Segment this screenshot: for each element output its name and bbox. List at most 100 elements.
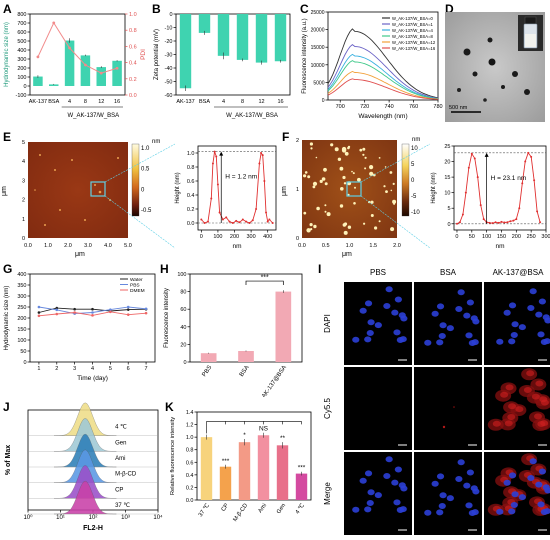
afm-f-colorbar-tick: -10 (411, 210, 420, 216)
h-ytick-label: 80 (180, 290, 186, 296)
k-xtick-label: M-β-CD (233, 503, 250, 523)
j-series-label: 4 ℃ (115, 425, 127, 431)
b-ylabel: Zeta potential (mV) (154, 29, 160, 80)
f-profile-point (467, 166, 470, 169)
afm-f-particle (310, 147, 313, 150)
afm-f-particle (354, 186, 356, 189)
confocal-tile (344, 282, 412, 365)
b-ytick-label: -30 (165, 53, 173, 59)
e-profile-point (218, 211, 221, 214)
c-legend-label: W_AK-137/W_BSA=4 (392, 28, 434, 33)
c-ytick-label: 0 (322, 98, 325, 104)
cy55-signal (500, 391, 509, 398)
confocal-tile-bg (414, 452, 482, 535)
dapi-nucleus (535, 481, 543, 488)
k-ytick-label: 0.8 (186, 448, 194, 454)
f-profile-point (488, 221, 491, 224)
a-pdi-point (36, 55, 40, 59)
f-profile-point (506, 221, 509, 224)
a-y2tick-label: 0.2 (129, 77, 137, 83)
dapi-nucleus (457, 459, 465, 466)
cy55-signal (531, 393, 540, 400)
k-bar (238, 442, 251, 500)
g-series-point (144, 307, 148, 311)
confocal-col-label: AK-137@BSA (493, 268, 544, 277)
tem-micrograph: 500 nm (445, 12, 545, 122)
g-xtick-label: 2 (55, 366, 58, 372)
afm-f-particle (343, 182, 347, 185)
afm-f-xtick-label: 0.0 (298, 243, 306, 249)
afm-f-colorbar-tick: 0 (411, 178, 415, 184)
dapi-nucleus (466, 299, 474, 306)
dapi-nucleus (468, 339, 476, 346)
j-xtick-label: 10⁴ (153, 514, 163, 521)
f-ytick-label: 0 (447, 222, 450, 228)
a-group-label: W_AK-137/W_BSA (67, 113, 119, 119)
c-ytick-label: 25000 (311, 10, 325, 16)
b-ytick-label: -20 (165, 39, 173, 45)
dapi-nucleus (396, 336, 404, 343)
k-bar (257, 435, 270, 500)
dapi-nucleus (463, 312, 471, 319)
g-series-point (144, 311, 148, 315)
a-xtick-label: 8 (84, 99, 87, 105)
dapi-nucleus (366, 500, 374, 507)
panel-label-d: D (445, 2, 454, 16)
afm-f-xlabel: μm (342, 251, 352, 258)
afm-f-zoom-box (346, 181, 362, 197)
cy55-signal (540, 399, 549, 406)
afm-map-e: nm 1.00.50-0.5 0.0 1.0 2.0 3.0 4.0 5.0012345 … (1, 139, 175, 258)
e-profile-point (261, 154, 264, 157)
dapi-nucleus (511, 321, 519, 328)
afm-f-particle (310, 228, 313, 231)
c-ytick-label: 5000 (313, 80, 324, 86)
c-series-line (327, 28, 439, 99)
e-ytick-label: 1.0 (187, 151, 195, 157)
afm-f-particle (363, 222, 366, 225)
confocal-tile (414, 282, 482, 365)
h-xtick-label: AK-137@BSA (261, 365, 288, 397)
cy55-signal (453, 406, 455, 408)
b-xtick-label: 8 (241, 99, 244, 105)
dapi-nucleus (385, 286, 393, 293)
confocal-images: PBS BSA AK-137@BSA DAPI Cy5.5 Merge (323, 268, 550, 535)
dapi-nucleus (438, 333, 446, 340)
afm-f-particle (303, 174, 307, 178)
afm-e-xtick-label: 0.0 (24, 243, 32, 249)
afm-f-particle (390, 189, 393, 192)
e-xtick-label: 200 (230, 234, 239, 240)
f-ytick-label: 25 (444, 144, 450, 150)
a-ytick-label: 100 (17, 75, 26, 81)
dapi-nucleus (544, 487, 550, 494)
j-histogram (54, 480, 117, 515)
afm-f-particle (309, 142, 313, 146)
g-series-point (37, 314, 41, 318)
b-xtick-label: 12 (258, 99, 264, 105)
e-profile-point (210, 197, 213, 200)
g-series-point (126, 308, 130, 311)
k-xtick-label: 4 ℃ (295, 502, 307, 515)
afm-e-ylabel: μm (1, 186, 8, 196)
dapi-nucleus (510, 502, 518, 509)
h-bar (275, 291, 292, 362)
f-xtick-label: 0 (455, 234, 458, 240)
e-profile-line (200, 151, 274, 224)
f-profile-point (527, 151, 530, 154)
e-xtick-label: 300 (247, 234, 256, 240)
afm-f-particle (342, 223, 347, 227)
dapi-nucleus (424, 339, 432, 346)
h-sig-label: *** (261, 275, 269, 282)
b-bar (274, 14, 287, 62)
confocal-tile (344, 452, 412, 535)
dapi-nucleus (535, 311, 543, 318)
afm-f-particle (384, 166, 387, 168)
dapi-nucleus (439, 492, 447, 499)
f-profile-point (476, 176, 479, 179)
e-profile-point (241, 218, 244, 221)
chart-a-size-pdi: -100 0 100 200 300 400 500 600 700 800 0.0 0.2 0.4 0.… (4, 12, 147, 119)
a-ytick-label: 800 (17, 12, 26, 18)
f-profile-point (482, 218, 485, 221)
afm-f-particle (309, 223, 313, 227)
c-ylabel: Fluorescence intensity (a.u.) (302, 18, 308, 93)
f-profile-point (503, 221, 506, 224)
